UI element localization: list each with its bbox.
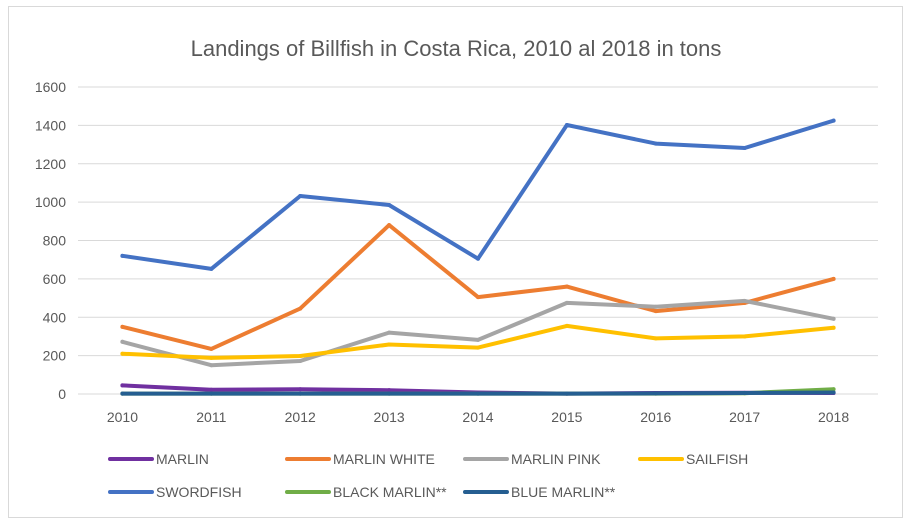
y-tick-label: 200: [43, 348, 67, 364]
y-tick-label: 1400: [35, 117, 66, 133]
x-tick-label: 2017: [729, 409, 760, 425]
legend-label: SAILFISH: [686, 451, 748, 467]
x-axis-ticks: 2010 2011 2012 2013 2014 2015 2016 2017 2018: [107, 409, 849, 425]
data-point: [298, 358, 303, 363]
data-point: [120, 339, 125, 344]
data-point: [564, 391, 569, 396]
data-point: [831, 276, 836, 281]
y-tick-label: 0: [58, 386, 66, 402]
data-point: [209, 355, 214, 360]
data-point: [831, 390, 836, 395]
data-point: [387, 223, 392, 228]
y-tick-label: 800: [43, 233, 67, 249]
data-point: [653, 336, 658, 341]
x-tick-label: 2014: [462, 409, 493, 425]
y-tick-label: 400: [43, 309, 67, 325]
data-point: [564, 323, 569, 328]
data-point: [742, 146, 747, 151]
legend-item: MARLIN PINK: [463, 451, 601, 467]
legend-label: BLUE MARLIN**: [511, 484, 616, 500]
y-tick-label: 1600: [35, 79, 66, 95]
data-point: [742, 334, 747, 339]
series-line-swordfish: [120, 118, 836, 271]
x-tick-label: 2010: [107, 409, 138, 425]
data-point: [120, 383, 125, 388]
data-point: [742, 298, 747, 303]
data-point: [120, 253, 125, 258]
legend-item: SWORDFISH: [108, 484, 242, 500]
data-point: [476, 295, 480, 300]
data-point: [831, 387, 836, 392]
data-point: [298, 306, 303, 311]
series-lines: [120, 118, 836, 396]
data-point: [387, 203, 392, 208]
data-point: [209, 363, 214, 368]
legend: MARLIN MARLIN WHITE MARLIN PINK SAILFISH SWO…: [108, 451, 748, 500]
data-point: [476, 391, 480, 396]
data-point: [120, 391, 125, 396]
legend-label: BLACK MARLIN**: [333, 484, 447, 500]
data-point: [476, 256, 480, 261]
data-point: [209, 391, 214, 396]
data-point: [387, 388, 392, 393]
x-tick-label: 2012: [285, 409, 316, 425]
data-point: [653, 391, 658, 396]
chart-title: Landings of Billfish in Costa Rica, 2010…: [191, 36, 722, 61]
data-point: [209, 266, 214, 271]
series-line-marlin-white: [120, 223, 836, 351]
data-point: [564, 300, 569, 305]
x-tick-label: 2013: [374, 409, 405, 425]
x-tick-label: 2016: [640, 409, 671, 425]
legend-item: SAILFISH: [638, 451, 748, 467]
data-point: [653, 309, 658, 314]
data-point: [564, 284, 569, 289]
legend-item: BLACK MARLIN**: [285, 484, 447, 500]
data-point: [742, 391, 747, 396]
legend-label: SWORDFISH: [156, 484, 242, 500]
data-point: [120, 324, 125, 329]
data-point: [298, 193, 303, 198]
legend-item: MARLIN: [108, 451, 209, 467]
data-point: [476, 345, 480, 350]
y-tick-label: 1000: [35, 194, 66, 210]
x-tick-label: 2018: [818, 409, 849, 425]
y-axis-ticks: 0 200 400 600 800 1000 1200 1400 1600: [35, 79, 66, 402]
data-point: [209, 346, 214, 351]
data-point: [831, 118, 836, 123]
data-point: [831, 316, 836, 321]
data-point: [298, 391, 303, 396]
data-point: [387, 342, 392, 347]
legend-label: MARLIN PINK: [511, 451, 601, 467]
y-tick-label: 1200: [35, 156, 66, 172]
legend-label: MARLIN WHITE: [333, 451, 435, 467]
legend-item: BLUE MARLIN**: [463, 484, 616, 500]
y-tick-label: 600: [43, 271, 67, 287]
x-tick-label: 2015: [551, 409, 582, 425]
data-point: [653, 304, 658, 309]
data-point: [653, 141, 658, 146]
data-point: [476, 337, 480, 342]
x-tick-label: 2011: [196, 409, 226, 425]
data-point: [564, 122, 569, 127]
legend-label: MARLIN: [156, 451, 209, 467]
data-point: [298, 354, 303, 359]
data-point: [209, 387, 214, 392]
data-point: [120, 351, 125, 356]
data-point: [831, 325, 836, 330]
legend-item: MARLIN WHITE: [285, 451, 435, 467]
data-point: [298, 387, 303, 392]
data-point: [387, 391, 392, 396]
data-point: [387, 330, 392, 335]
